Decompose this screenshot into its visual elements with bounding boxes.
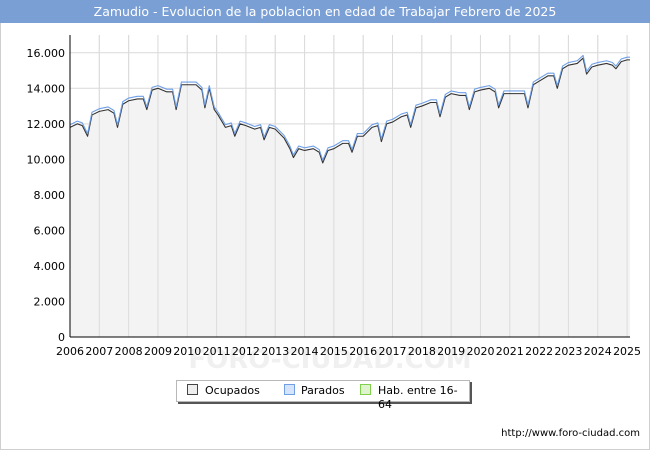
x-tick-label: 2017 [379, 345, 407, 358]
x-tick-label: 2006 [56, 345, 84, 358]
legend: Ocupados Parados Hab. entre 16-64 [176, 380, 470, 411]
y-tick-label: 10.000 [27, 153, 66, 166]
title-bar [0, 0, 650, 23]
y-tick-label: 8.000 [34, 189, 66, 202]
legend-swatch-hab [360, 384, 371, 395]
x-tick-label: 2007 [85, 345, 113, 358]
x-tick-label: 2023 [554, 345, 582, 358]
y-tick-label: 0 [58, 331, 65, 344]
legend-swatch-ocupados [187, 384, 198, 395]
x-tick-label: 2020 [466, 345, 494, 358]
y-tick-label: 12.000 [27, 118, 66, 131]
y-tick-label: 16.000 [27, 47, 66, 60]
x-tick-label: 2010 [173, 345, 201, 358]
source-url: http://www.foro-ciudad.com [501, 428, 640, 439]
x-tick-label: 2008 [115, 345, 143, 358]
series-layer [69, 35, 630, 337]
x-tick-label: 2025 [613, 345, 641, 358]
x-tick-label: 2021 [496, 345, 524, 358]
series-line-ocupados [69, 57, 630, 164]
watermark: FORO-CIUDAD.COM [188, 345, 471, 375]
y-tick-label: 14.000 [27, 82, 66, 95]
y-tick-label: 2.000 [34, 295, 66, 308]
legend-swatch-parados [284, 384, 295, 395]
chart-title: Zamudio - Evolucion de la poblacion en e… [93, 4, 557, 19]
axis-layer: 0 2.000 4.000 6.000 8.000 10.000 12.000 14.000 1… [27, 35, 641, 358]
x-tick-label: 2022 [525, 345, 553, 358]
y-tick-label: 4.000 [34, 260, 66, 273]
x-tick-label: 2012 [232, 345, 260, 358]
x-tick-label: 2019 [437, 345, 465, 358]
x-tick-label: 2024 [584, 345, 612, 358]
series-area-ocupados [70, 58, 630, 337]
legend-label-hab: Hab. entre 16-64 [378, 384, 458, 411]
legend-label-ocupados: Ocupados [205, 384, 260, 397]
x-tick-label: 2011 [203, 345, 231, 358]
x-tick-label: 2016 [349, 345, 377, 358]
y-tick-label: 6.000 [34, 224, 66, 237]
x-tick-label: 2018 [408, 345, 436, 358]
x-tick-label: 2014 [291, 345, 319, 358]
x-tick-label: 2015 [320, 345, 348, 358]
x-tick-label: 2009 [144, 345, 172, 358]
x-tick-label: 2013 [261, 345, 289, 358]
legend-label-parados: Parados [301, 384, 345, 397]
series-line-parados [69, 54, 630, 161]
